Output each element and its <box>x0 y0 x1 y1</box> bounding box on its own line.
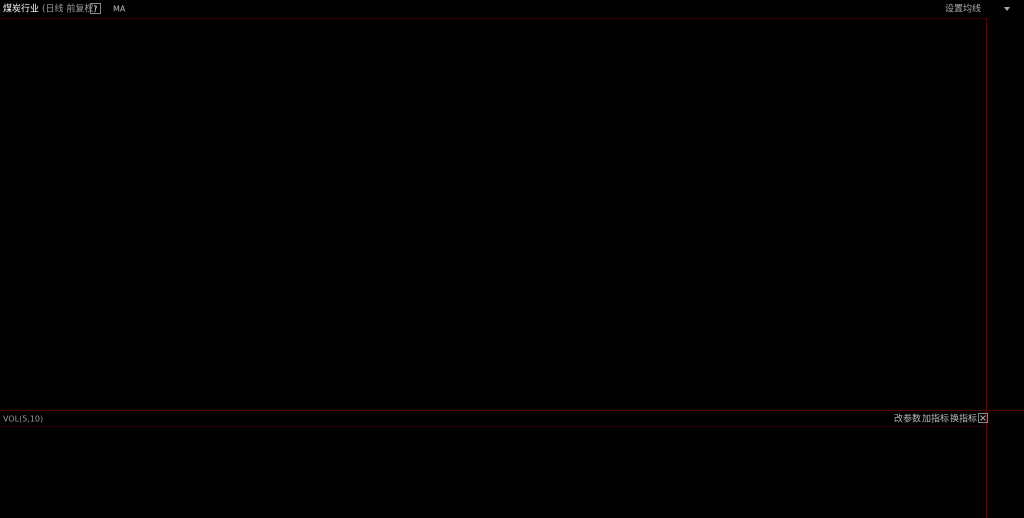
close-icon[interactable] <box>980 415 986 421</box>
indicator-title: VOL(5,10) <box>3 415 43 424</box>
toolbar-button[interactable]: 加指标 <box>922 413 949 425</box>
settings-button[interactable]: 设置均线 <box>945 3 981 15</box>
help-icon[interactable]: ? <box>93 5 97 14</box>
instrument-title: 煤炭行业 <box>3 3 39 15</box>
period-label: (日线 前复权) <box>42 3 97 15</box>
close-button[interactable] <box>978 413 988 423</box>
toolbar-button[interactable]: 改参数 <box>894 413 921 425</box>
help-button[interactable] <box>90 3 101 14</box>
dropdown-icon[interactable] <box>1004 7 1010 11</box>
toolbar-button[interactable]: 换指标 <box>950 413 977 425</box>
ma-label: MA <box>113 5 126 14</box>
